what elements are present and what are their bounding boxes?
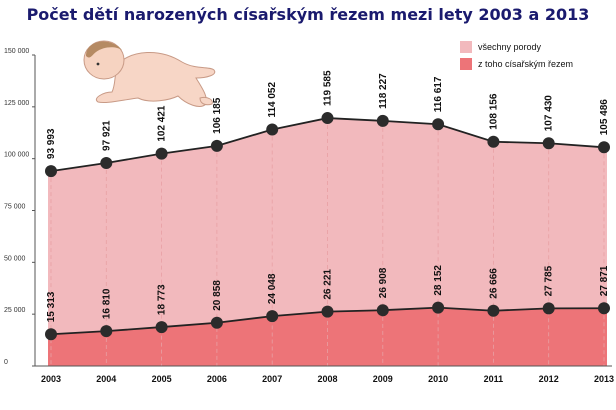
x-tick-label: 2008 xyxy=(317,374,337,384)
baby-eye xyxy=(96,62,100,66)
data-label: 27 785 xyxy=(544,265,555,296)
baby-body xyxy=(96,51,216,107)
y-tick-label: 150 000 xyxy=(4,48,29,55)
legend-swatch-cesarean xyxy=(460,58,472,70)
data-label: 93 993 xyxy=(46,128,57,159)
data-label: 26 666 xyxy=(488,268,499,299)
data-point xyxy=(45,328,57,341)
data-point xyxy=(542,137,555,150)
data-point xyxy=(266,310,279,323)
area-series-0 xyxy=(48,118,607,367)
legend: všechny porody z toho císařským řezem xyxy=(460,41,573,70)
data-point xyxy=(155,147,168,160)
data-point xyxy=(321,112,334,125)
data-label: 20 858 xyxy=(212,280,223,311)
data-point xyxy=(100,156,113,169)
data-point xyxy=(210,139,223,152)
data-label: 116 617 xyxy=(433,76,444,112)
data-point xyxy=(598,141,610,154)
data-point xyxy=(321,305,334,318)
y-tick-label: 50 000 xyxy=(4,255,26,262)
data-label: 16 810 xyxy=(101,288,112,319)
x-tick-label: 2012 xyxy=(539,374,559,384)
data-label: 102 421 xyxy=(157,105,168,142)
data-label: 26 908 xyxy=(378,267,389,298)
x-tick-label: 2003 xyxy=(41,374,61,384)
data-label: 26 221 xyxy=(323,269,334,300)
data-point xyxy=(487,304,500,317)
data-label: 24 048 xyxy=(267,273,278,304)
data-label: 15 313 xyxy=(46,291,57,322)
data-label: 118 227 xyxy=(378,73,389,109)
data-label: 114 052 xyxy=(267,81,278,117)
data-point xyxy=(598,302,610,315)
chart-title: Počet dětí narozených císařským řezem me… xyxy=(26,5,590,24)
data-label: 97 921 xyxy=(101,120,112,151)
baby-foot xyxy=(199,97,213,106)
y-tick-label: 125 000 xyxy=(4,100,29,107)
data-label: 18 773 xyxy=(157,284,168,315)
x-tick-label: 2009 xyxy=(373,374,393,384)
data-point xyxy=(432,118,445,131)
data-point xyxy=(487,135,500,148)
data-point xyxy=(266,123,279,136)
legend-label-all: všechny porody xyxy=(478,42,542,52)
y-tick-label: 0 xyxy=(4,359,8,366)
data-point xyxy=(432,301,445,314)
x-tick-label: 2006 xyxy=(207,374,227,384)
data-point xyxy=(155,321,168,334)
y-tick-label: 100 000 xyxy=(4,152,29,159)
data-point xyxy=(542,302,555,315)
data-label: 119 585 xyxy=(323,70,334,106)
data-label: 106 185 xyxy=(212,97,223,134)
data-point xyxy=(210,316,223,329)
data-label: 28 152 xyxy=(433,265,444,296)
x-tick-label: 2013 xyxy=(594,374,614,384)
x-tick-label: 2007 xyxy=(262,374,282,384)
data-label: 27 871 xyxy=(599,265,610,296)
data-label: 107 430 xyxy=(544,95,555,132)
x-tick-label: 2004 xyxy=(96,374,116,384)
chart-data-labels: 93 993 97 921 102 421 106 185 114 052 119 585… xyxy=(46,70,610,322)
baby-icon xyxy=(83,40,216,107)
y-ticks: 0 25 000 50 000 75 000 100 000 125 000 150 000 xyxy=(4,48,35,367)
y-tick-label: 75 000 xyxy=(4,204,26,211)
x-tick-label: 2005 xyxy=(152,374,172,384)
data-label: 105 486 xyxy=(599,99,610,136)
x-ticks: 2003 2004 2005 2006 2007 2008 2009 2010 2011 2012… xyxy=(41,374,614,384)
data-label: 108 156 xyxy=(488,93,499,130)
x-tick-label: 2010 xyxy=(428,374,448,384)
data-point xyxy=(45,165,57,178)
data-point xyxy=(376,304,389,317)
x-tick-label: 2011 xyxy=(484,374,504,384)
data-point xyxy=(100,325,113,338)
legend-label-cesarean: z toho císařským řezem xyxy=(478,59,573,69)
y-tick-label: 25 000 xyxy=(4,307,26,314)
legend-swatch-all xyxy=(460,41,472,53)
baby-hair xyxy=(86,41,122,58)
data-point xyxy=(376,114,389,127)
chart-points xyxy=(45,112,610,341)
